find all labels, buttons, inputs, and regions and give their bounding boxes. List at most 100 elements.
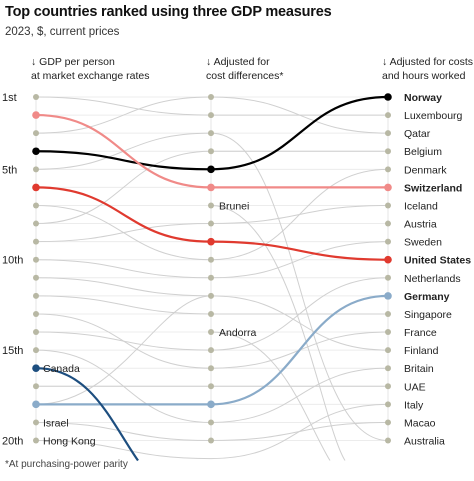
column-header-line1: ↓ GDP per person xyxy=(31,56,115,68)
rank-dot xyxy=(385,238,391,245)
column-header-line1: ↓ Adjusted for costs xyxy=(382,56,474,68)
rank-dot xyxy=(385,202,391,209)
rank-dot xyxy=(385,365,391,372)
rank-dot xyxy=(33,310,39,317)
country-label-right: Germany xyxy=(404,291,450,303)
rank-dot xyxy=(208,310,214,317)
series-dot-germany xyxy=(32,400,40,409)
country-label-left: Israel xyxy=(43,417,69,429)
country-label-right: United States xyxy=(404,255,471,267)
rank-dot xyxy=(33,437,39,444)
series-dot-norway xyxy=(384,93,392,101)
rank-label: 1st xyxy=(2,92,17,104)
rank-dot xyxy=(208,202,214,209)
country-label-right: Qatar xyxy=(404,128,431,140)
rank-dot xyxy=(33,202,39,209)
series-dot-switzerland xyxy=(384,183,392,192)
rank-dot xyxy=(385,130,391,137)
column-header-line2: and hours worked xyxy=(382,70,466,82)
rank-dot xyxy=(33,383,39,390)
column-header-hours-adjusted: ↓ Adjusted for costs and hours worked xyxy=(382,55,473,83)
country-path xyxy=(35,403,389,460)
rank-dot xyxy=(385,401,391,408)
rank-dot xyxy=(208,256,214,263)
rank-dot xyxy=(208,347,214,354)
rank-label: 15th xyxy=(2,345,23,357)
country-label-right: Sweden xyxy=(404,237,442,249)
country-label-right: Singapore xyxy=(404,309,452,321)
series-dot-canada xyxy=(32,364,40,373)
rank-dot xyxy=(208,383,214,390)
rank-dot xyxy=(385,166,391,173)
rank-dot xyxy=(208,437,214,444)
rank-dot xyxy=(385,274,391,281)
country-label-right: Italy xyxy=(404,399,424,411)
rank-dot xyxy=(385,220,391,227)
rank-dot xyxy=(208,292,214,299)
country-label-right: Austria xyxy=(404,219,437,231)
country-label-left: Canada xyxy=(43,363,80,375)
series-dot-norway xyxy=(32,147,40,156)
rank-label: 20th xyxy=(2,436,23,448)
rank-dot xyxy=(33,166,39,173)
rank-dot xyxy=(385,148,391,155)
rank-dot xyxy=(33,329,39,336)
rank-dot xyxy=(208,329,214,336)
series-dot-united-states xyxy=(384,255,392,264)
column-header-market-rates: ↓ GDP per person at market exchange rate… xyxy=(31,55,149,83)
series-dot-germany xyxy=(207,400,215,409)
rank-dot xyxy=(385,329,391,336)
country-path-brunei xyxy=(210,204,346,461)
rank-dot xyxy=(33,292,39,299)
rank-dot xyxy=(385,383,391,390)
rank-dot xyxy=(208,112,214,119)
rank-dot xyxy=(208,274,214,281)
rank-label: 5th xyxy=(2,164,17,176)
rank-dot xyxy=(208,94,214,100)
country-label-right: France xyxy=(404,327,437,339)
country-label-right: Australia xyxy=(404,436,445,448)
chart-title: Top countries ranked using three GDP mea… xyxy=(5,4,332,20)
rank-dot xyxy=(33,130,39,137)
rank-dot xyxy=(208,148,214,155)
rank-dot xyxy=(208,419,214,426)
country-label-right: Macao xyxy=(404,417,436,429)
rank-dot xyxy=(385,310,391,317)
rank-dot xyxy=(33,419,39,426)
country-label-left: Hong Kong xyxy=(43,436,96,448)
column-header-line2: cost differences* xyxy=(206,70,284,82)
series-dot-switzerland xyxy=(32,111,40,119)
country-label-right: Denmark xyxy=(404,164,447,176)
rank-dot xyxy=(385,437,391,444)
country-path-israel xyxy=(35,295,212,405)
country-label-right: Britain xyxy=(404,363,434,375)
rank-dot xyxy=(208,220,214,227)
rank-dot xyxy=(33,347,39,354)
series-line-germany xyxy=(36,294,389,406)
column-header-line2: at market exchange rates xyxy=(31,70,150,82)
country-label-middle: Andorra xyxy=(219,327,257,339)
rank-dot xyxy=(33,238,39,245)
country-label-right: Belgium xyxy=(404,146,442,158)
country-label-right: Norway xyxy=(404,92,442,104)
series-dot-germany xyxy=(384,292,392,300)
country-label-right: Iceland xyxy=(404,200,438,212)
country-label-right: Luxembourg xyxy=(404,110,463,122)
series-dot-norway xyxy=(207,165,215,174)
rank-dot xyxy=(385,347,391,354)
country-label-right: Finland xyxy=(404,345,439,357)
rank-dot xyxy=(208,365,214,372)
column-header-cost-adjusted: ↓ Adjusted for cost differences* xyxy=(206,55,283,83)
chart-subtitle: 2023, $, current prices xyxy=(5,26,120,38)
country-label-right: UAE xyxy=(404,381,426,393)
rank-dot xyxy=(208,130,214,137)
footnote: *At purchasing-power parity xyxy=(5,459,128,470)
country-path-andorra xyxy=(210,331,331,461)
rank-label: 10th xyxy=(2,255,23,267)
series-dot-switzerland xyxy=(207,183,215,192)
series-line-canada xyxy=(35,367,139,462)
rank-dot xyxy=(385,419,391,426)
series-dot-united-states xyxy=(32,183,40,192)
column-header-line1: ↓ Adjusted for xyxy=(206,56,270,68)
